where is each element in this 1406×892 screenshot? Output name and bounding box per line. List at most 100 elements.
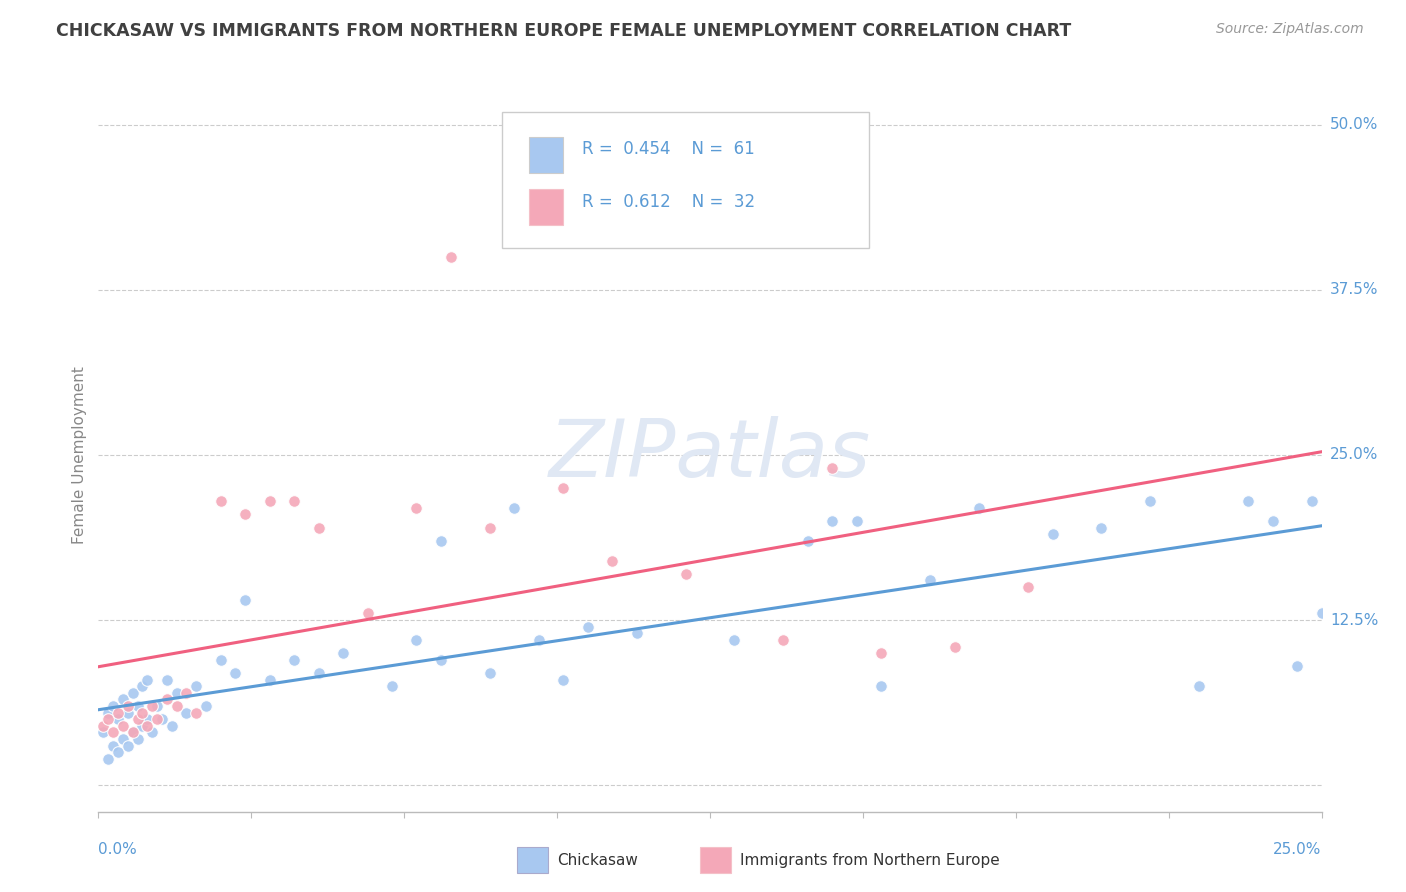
Point <box>1310 607 1333 621</box>
Point <box>308 665 330 680</box>
Point <box>101 725 124 739</box>
Point <box>405 632 427 647</box>
Point <box>1188 679 1211 693</box>
Point <box>1286 659 1309 673</box>
Point <box>430 533 453 548</box>
Point <box>156 673 179 687</box>
Point <box>920 574 942 588</box>
Text: R =  0.612    N =  32: R = 0.612 N = 32 <box>582 193 755 211</box>
Point <box>111 732 134 747</box>
Point <box>166 686 188 700</box>
Point <box>107 712 129 726</box>
Point <box>121 725 143 739</box>
Point <box>430 653 453 667</box>
Point <box>146 712 169 726</box>
Point <box>91 725 114 739</box>
Text: CHICKASAW VS IMMIGRANTS FROM NORTHERN EUROPE FEMALE UNEMPLOYMENT CORRELATION CHA: CHICKASAW VS IMMIGRANTS FROM NORTHERN EU… <box>56 22 1071 40</box>
Point <box>870 646 893 660</box>
Point <box>160 719 183 733</box>
Point <box>233 508 256 522</box>
Point <box>600 554 623 568</box>
Point <box>150 712 173 726</box>
Point <box>553 673 575 687</box>
Bar <box>529 189 564 225</box>
Point <box>233 593 256 607</box>
Point <box>117 706 139 720</box>
Point <box>107 706 129 720</box>
Point <box>283 494 305 508</box>
Bar <box>529 137 564 173</box>
Point <box>121 686 143 700</box>
Text: R =  0.454    N =  61: R = 0.454 N = 61 <box>582 141 755 159</box>
Point <box>224 665 246 680</box>
Point <box>1139 494 1161 508</box>
Point <box>141 725 163 739</box>
Point <box>176 706 198 720</box>
Text: 37.5%: 37.5% <box>1330 282 1378 297</box>
Point <box>136 673 159 687</box>
Point <box>97 706 120 720</box>
Point <box>675 566 697 581</box>
Point <box>870 679 893 693</box>
Text: Source: ZipAtlas.com: Source: ZipAtlas.com <box>1216 22 1364 37</box>
Point <box>797 533 820 548</box>
Point <box>967 500 990 515</box>
Text: 0.0%: 0.0% <box>98 842 138 857</box>
Text: 12.5%: 12.5% <box>1330 613 1378 628</box>
Point <box>1017 580 1039 594</box>
Point <box>1042 527 1064 541</box>
Point <box>1261 514 1284 528</box>
Point <box>101 698 124 713</box>
Point <box>478 520 501 534</box>
Point <box>553 481 575 495</box>
Point <box>821 514 844 528</box>
Point <box>943 640 966 654</box>
Point <box>131 719 153 733</box>
Point <box>131 706 153 720</box>
Point <box>117 739 139 753</box>
Text: 25.0%: 25.0% <box>1274 842 1322 857</box>
Point <box>156 692 179 706</box>
Text: Immigrants from Northern Europe: Immigrants from Northern Europe <box>740 854 1000 868</box>
Point <box>121 725 143 739</box>
Point <box>176 686 198 700</box>
Point <box>117 698 139 713</box>
Point <box>576 620 599 634</box>
Point <box>111 719 134 733</box>
Point <box>186 706 208 720</box>
Point <box>111 692 134 706</box>
Point <box>186 679 208 693</box>
Point <box>356 607 378 621</box>
Point <box>136 719 159 733</box>
Point <box>97 712 120 726</box>
Point <box>91 719 114 733</box>
Text: Chickasaw: Chickasaw <box>557 854 638 868</box>
Point <box>131 679 153 693</box>
Point <box>101 739 124 753</box>
Point <box>308 520 330 534</box>
Point <box>127 732 149 747</box>
Point <box>440 250 463 264</box>
Point <box>1237 494 1260 508</box>
Text: 25.0%: 25.0% <box>1330 448 1378 462</box>
Point <box>136 712 159 726</box>
Point <box>195 698 218 713</box>
Point <box>405 500 427 515</box>
Point <box>1090 520 1112 534</box>
Point <box>209 494 232 508</box>
Point <box>821 461 844 475</box>
Y-axis label: Female Unemployment: Female Unemployment <box>72 366 87 544</box>
Point <box>478 665 501 680</box>
Point <box>283 653 305 667</box>
Point <box>772 632 794 647</box>
Point <box>845 514 868 528</box>
Point <box>259 494 281 508</box>
Point <box>381 679 404 693</box>
Point <box>626 626 648 640</box>
Point <box>209 653 232 667</box>
Point <box>127 698 149 713</box>
Point <box>527 632 550 647</box>
Point <box>107 745 129 759</box>
Point <box>503 500 526 515</box>
FancyBboxPatch shape <box>502 112 869 248</box>
